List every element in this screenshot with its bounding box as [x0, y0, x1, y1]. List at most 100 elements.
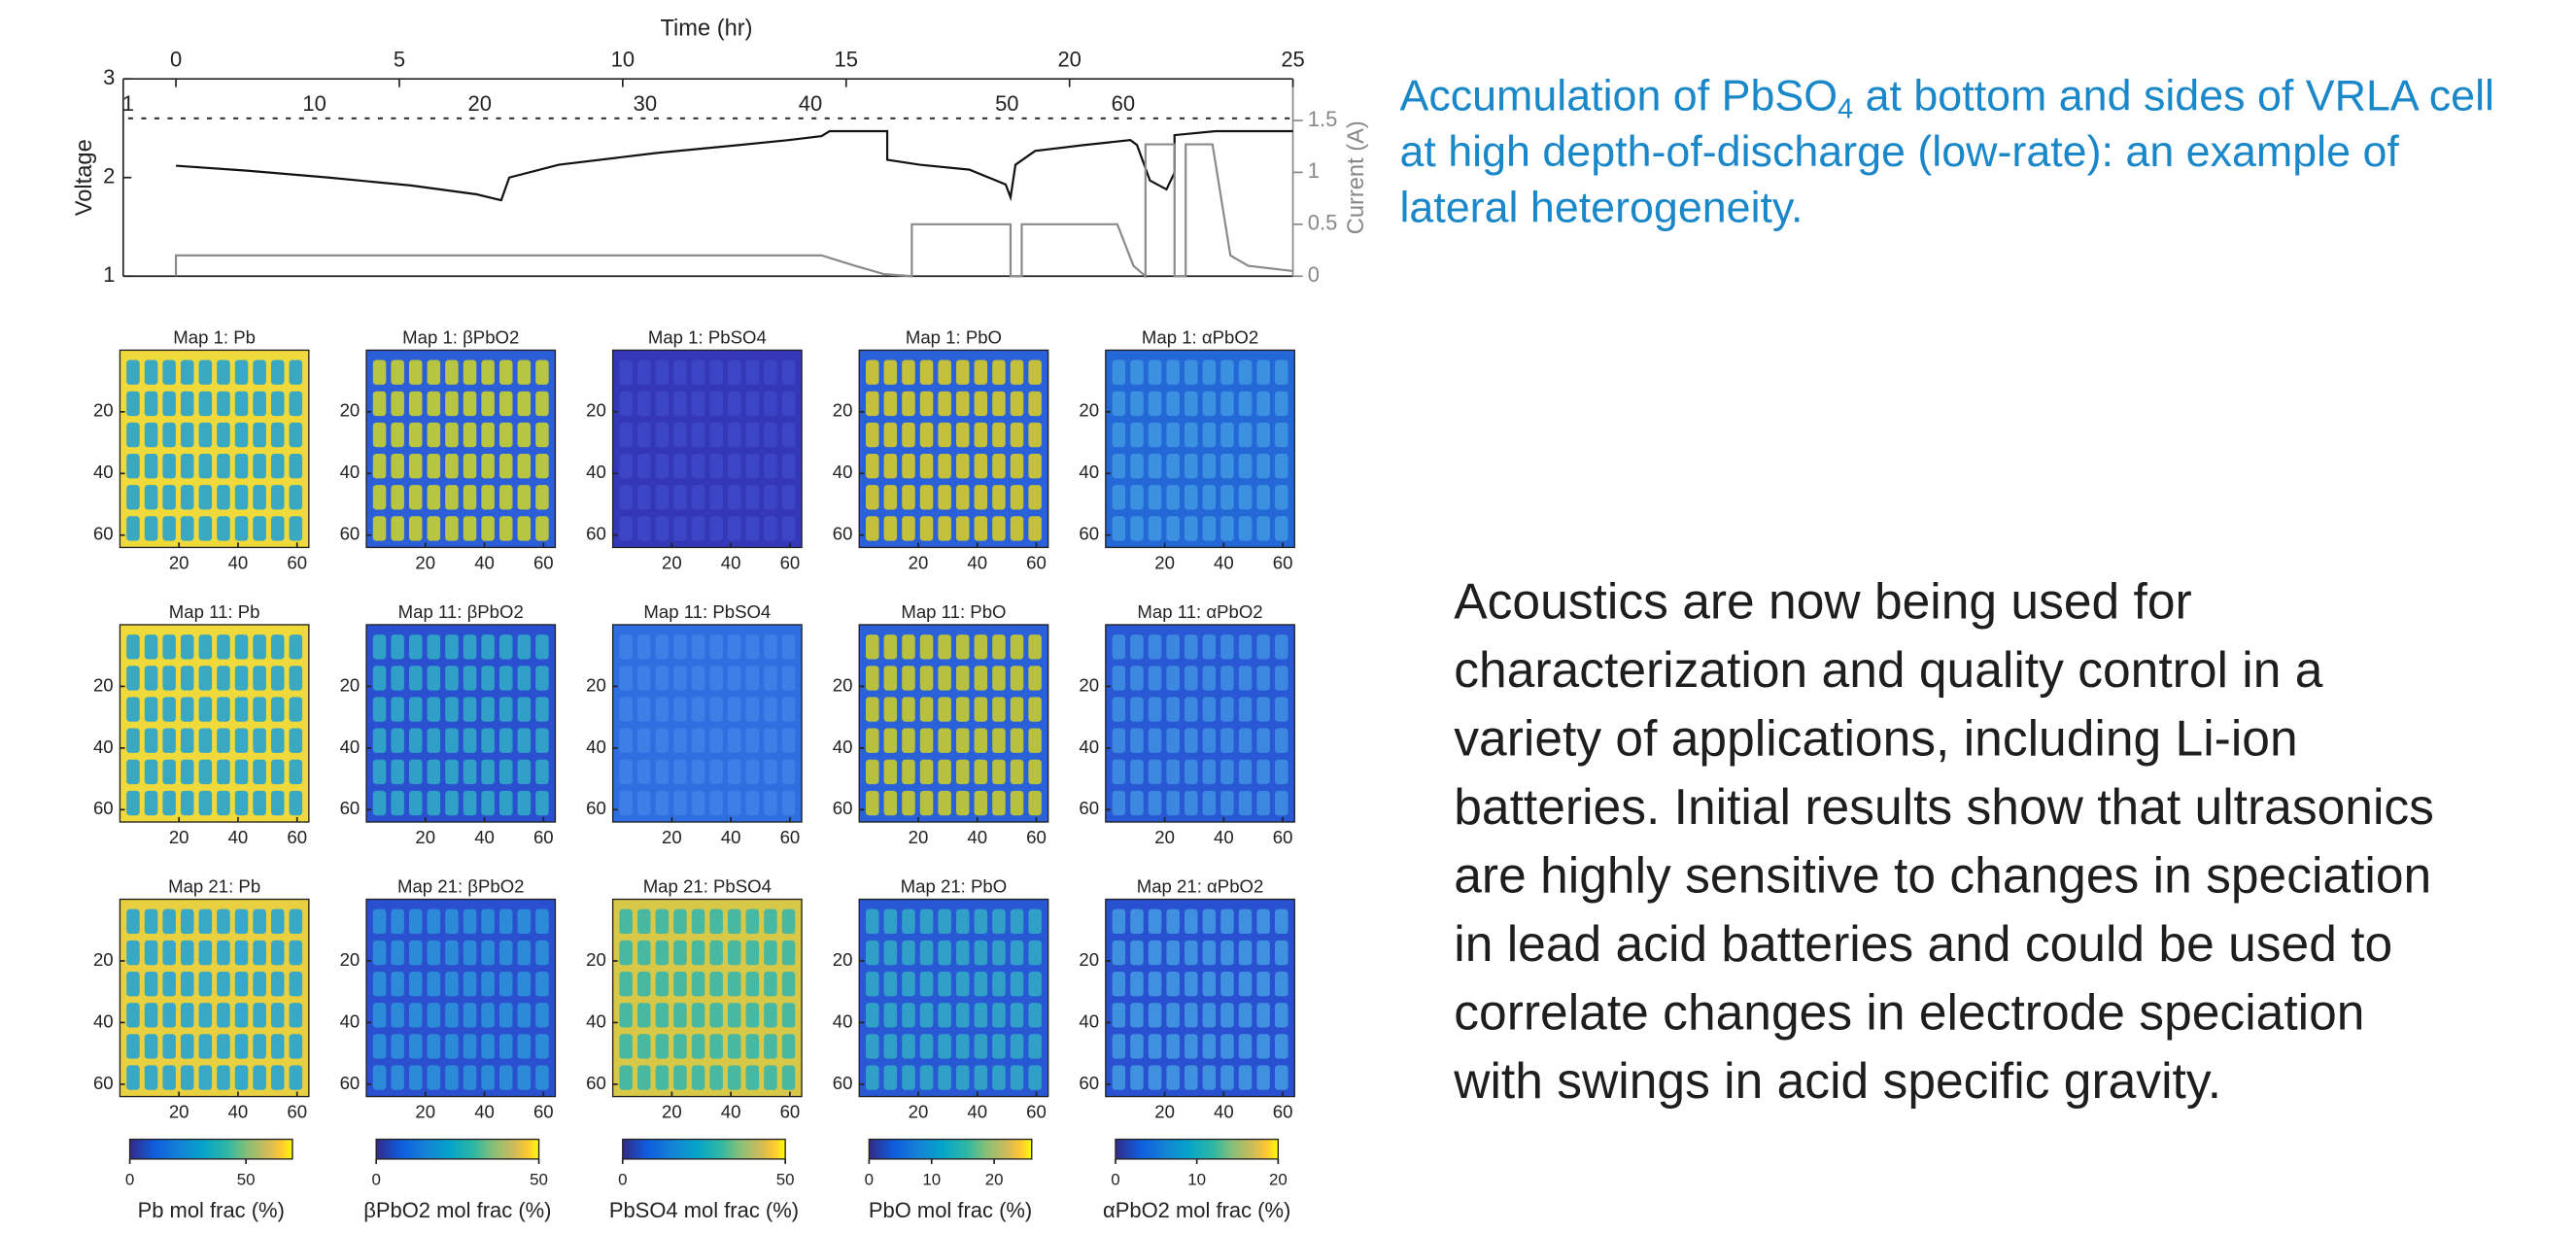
heatmap-texture: [1184, 908, 1198, 935]
x-tick-label: 20: [169, 1101, 189, 1121]
heatmap-texture: [938, 485, 951, 510]
heatmap-texture: [919, 666, 934, 691]
heatmap-texture: [727, 1003, 741, 1028]
heatmap-texture: [144, 453, 158, 479]
heatmap-texture: [234, 666, 249, 691]
heatmap-texture: [372, 422, 387, 448]
colorbar-tick-label: 10: [1187, 1170, 1206, 1188]
heatmap-texture: [619, 790, 633, 816]
heatmap-texture: [636, 360, 651, 385]
heatmap-texture: [727, 759, 741, 785]
heatmap-texture: [391, 908, 404, 935]
heatmap-texture: [234, 485, 249, 510]
heatmap-texture: [144, 422, 158, 448]
heatmap-texture: [445, 1034, 459, 1059]
heatmap-texture: [1256, 908, 1270, 935]
heatmap-texture: [481, 666, 495, 691]
heatmap-texture: [974, 391, 988, 417]
heatmap-texture: [391, 1034, 404, 1059]
heatmap-texture: [162, 516, 176, 541]
heatmap-texture: [481, 1065, 495, 1090]
y-tick-label: 20: [586, 400, 606, 421]
heatmap-texture: [974, 1065, 988, 1090]
heatmap-texture: [764, 453, 777, 479]
heatmap-texture: [1010, 1065, 1024, 1090]
heatmap-texture: [727, 940, 741, 966]
heatmap-texture: [445, 908, 459, 935]
heatmap-texture: [408, 1003, 423, 1028]
heatmap-texture: [253, 634, 266, 660]
heatmap-texture: [1130, 422, 1144, 448]
heatmap-texture: [1148, 940, 1162, 966]
heatmap-texture: [673, 697, 687, 722]
heatmap-texture: [162, 1034, 176, 1059]
heatmap-texture: [883, 759, 898, 785]
heatmap-texture: [673, 360, 687, 385]
heatmap-texture: [270, 908, 285, 935]
heatmap-texture: [162, 940, 176, 966]
heatmap-texture: [535, 971, 549, 997]
heatmap-texture: [1010, 391, 1024, 417]
heatmap-texture: [992, 1034, 1006, 1059]
heatmap-texture: [636, 697, 651, 722]
heatmap-texture: [162, 759, 176, 785]
heatmap-texture: [1028, 759, 1042, 785]
heatmap-texture: [902, 697, 915, 722]
heatmap-texture: [1130, 485, 1144, 510]
heatmap-texture: [481, 971, 495, 997]
heatmap-texture: [781, 759, 796, 785]
heatmap-texture: [427, 422, 441, 448]
heatmap-texture: [1220, 940, 1234, 966]
heatmap-texture: [463, 453, 477, 479]
heatmap-texture: [781, 485, 796, 510]
heatmap-texture: [865, 666, 879, 691]
heatmap-texture: [1238, 1065, 1253, 1090]
heatmap-texture: [709, 422, 723, 448]
heatmap-texture: [1112, 759, 1126, 785]
heatmap-texture: [270, 940, 285, 966]
y-tick-label: 40: [1079, 736, 1099, 757]
heatmap-texture: [427, 940, 441, 966]
heatmap-texture: [270, 453, 285, 479]
x-tick-label: 40: [967, 1101, 987, 1121]
y-tick-label: 20: [1079, 674, 1099, 695]
heatmap-texture: [1202, 1003, 1217, 1028]
heatmap-texture: [234, 908, 249, 935]
heatmap-texture: [1166, 485, 1180, 510]
body-line: in lead acid batteries and could be used…: [1454, 915, 2392, 972]
heatmap-texture: [481, 1003, 495, 1028]
heatmap-texture: [883, 634, 898, 660]
heatmap-texture: [198, 759, 213, 785]
heatmap-texture: [372, 634, 387, 660]
heatmap-texture: [745, 697, 760, 722]
heatmap-texture: [289, 666, 303, 691]
x-tick-label: 20: [662, 552, 682, 572]
heatmap-texture: [938, 790, 951, 816]
heatmap-texture: [781, 728, 796, 753]
heatmap-texture: [1202, 908, 1217, 935]
heatmap-texture: [764, 485, 777, 510]
heatmap-texture: [372, 971, 387, 997]
heatmap-texture: [619, 759, 633, 785]
x-tick-label: 60: [533, 552, 554, 572]
heatmap-texture: [372, 1003, 387, 1028]
heatmap-texture: [883, 1065, 898, 1090]
heatmap-texture: [673, 1003, 687, 1028]
heatmap-texture: [619, 697, 633, 722]
x-tick-label: 0: [170, 47, 182, 71]
heatmap-texture: [1238, 634, 1253, 660]
heatmap-texture: [481, 634, 495, 660]
heatmap-texture: [938, 908, 951, 935]
heatmap-texture: [1028, 1034, 1042, 1059]
heatmap-texture: [1112, 697, 1126, 722]
heatmap-texture: [655, 759, 670, 785]
heatmap-texture: [691, 728, 705, 753]
heatmap-texture: [144, 728, 158, 753]
heatmap-texture: [180, 516, 194, 541]
heatmap-texture: [391, 360, 404, 385]
heatmap-texture: [289, 971, 303, 997]
heatmap-texture: [938, 759, 951, 785]
heatmap-texture: [463, 634, 477, 660]
heatmap-texture: [126, 516, 140, 541]
heatmap-texture: [902, 790, 915, 816]
